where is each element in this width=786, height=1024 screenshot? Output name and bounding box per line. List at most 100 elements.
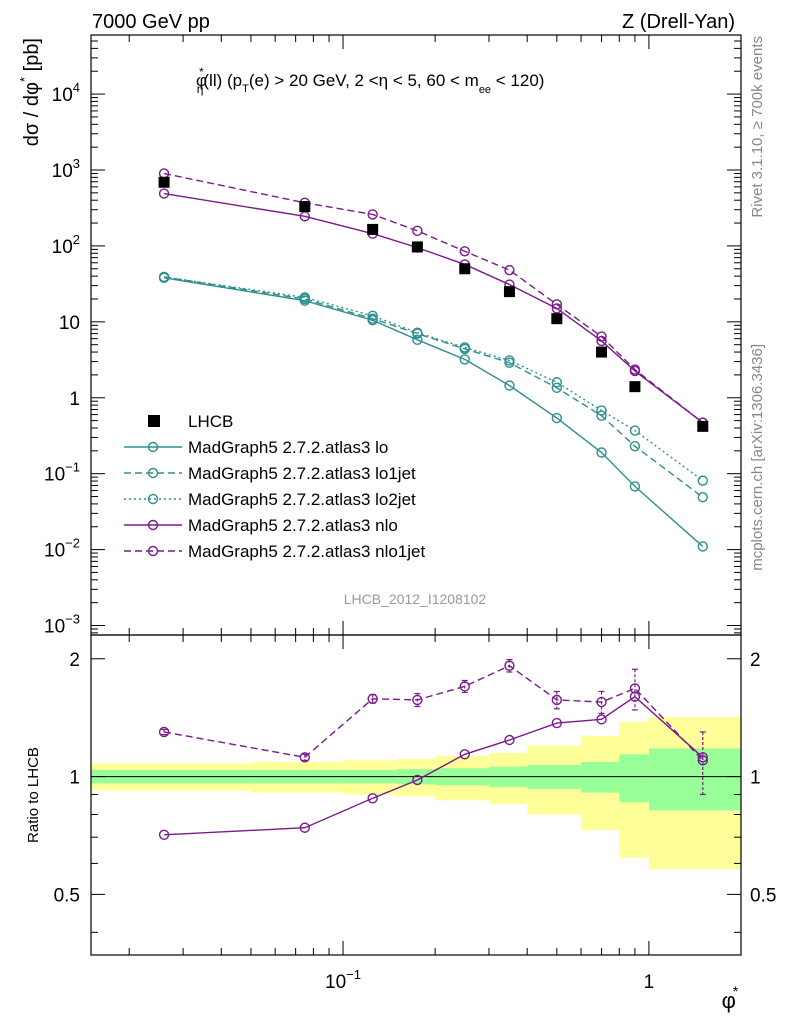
data-point	[596, 346, 608, 358]
data-point	[459, 263, 471, 275]
ratio-y-tick-label-left: 2	[69, 650, 80, 671]
header-left: 7000 GeV pp	[92, 11, 210, 33]
data-point	[629, 381, 641, 393]
ratio-point	[299, 822, 311, 833]
legend-label: MadGraph5 2.7.2.atlas3 lo2jet	[188, 490, 416, 509]
ratio-y-tick-label-left: 0.5	[54, 885, 80, 906]
ratio-point	[299, 752, 311, 763]
series-point	[299, 292, 311, 303]
ratio-point	[551, 717, 563, 729]
ratio-point	[412, 694, 423, 706]
series-line	[163, 276, 704, 498]
series-point	[697, 475, 708, 486]
legend-entry-data: LHCB	[148, 412, 233, 431]
legend-marker	[147, 467, 159, 479]
ratio-point	[158, 726, 170, 738]
legend-entry-3: MadGraph5 2.7.2.atlas3 nlo	[124, 516, 398, 535]
legend-label: MadGraph5 2.7.2.atlas3 lo1jet	[188, 464, 416, 483]
legend-entry-2: MadGraph5 2.7.2.atlas3 lo2jet	[124, 490, 416, 509]
analysis-annotation: LHCB_2012_I1208102	[344, 591, 487, 607]
data-point	[158, 176, 170, 188]
ratio-point	[158, 829, 170, 840]
series-point	[551, 299, 563, 310]
ratio-point	[412, 774, 423, 786]
series-point	[504, 264, 515, 276]
main-y-tick-label: 10−3	[44, 612, 80, 638]
main-y-tick-label: 103	[52, 156, 80, 182]
main-y-axis-label: dσ / dφ* [pb]	[17, 38, 43, 146]
header-right: Z (Drell-Yan)	[622, 11, 735, 33]
plot-frames	[90, 34, 742, 956]
series-point	[697, 491, 708, 503]
series-point	[459, 354, 470, 365]
series-layer	[158, 168, 709, 840]
ratio-uncertainty-bands	[91, 716, 741, 870]
legend-marker	[147, 441, 159, 453]
legend-label: LHCB	[188, 412, 233, 431]
main-y-tick-label: 102	[52, 232, 80, 258]
series-point	[629, 425, 641, 436]
legend-label: MadGraph5 2.7.2.atlas3 nlo	[188, 516, 398, 535]
ratio-point	[596, 696, 607, 708]
main-y-tick-label: 104	[52, 80, 80, 106]
ratio-point	[459, 681, 470, 692]
series-line	[163, 192, 704, 424]
ratio-point	[504, 734, 515, 746]
axis-ticks	[91, 34, 742, 955]
data-point	[697, 420, 709, 432]
ratio-point	[551, 694, 563, 706]
series-point	[596, 331, 607, 342]
legend-entry-1: MadGraph5 2.7.2.atlas3 lo1jet	[124, 464, 416, 483]
series-point	[412, 334, 423, 345]
data-point	[367, 223, 379, 235]
legend-marker	[147, 493, 159, 505]
ratio-point	[629, 683, 641, 694]
legend-label: MadGraph5 2.7.2.atlas3 lo	[188, 438, 388, 457]
legend: LHCB MadGraph5 2.7.2.atlas3 lo MadGraph5 2…	[124, 412, 425, 561]
series-point	[596, 405, 607, 416]
series-point	[504, 355, 515, 366]
series-point	[596, 447, 607, 458]
legend-data-marker	[148, 415, 160, 427]
series-point	[367, 313, 378, 324]
ratio-y-tick-label-left: 1	[69, 768, 80, 789]
series-point	[367, 310, 378, 322]
series-line	[163, 277, 704, 547]
series-line	[163, 276, 704, 482]
series-point	[551, 382, 563, 394]
ratio-band-inner	[619, 754, 649, 803]
series-point	[629, 481, 641, 492]
ratio-y-tick-label-right: 2	[750, 650, 761, 671]
legend-label: MadGraph5 2.7.2.atlas3 nlo1jet	[188, 542, 425, 561]
series-point	[629, 364, 641, 375]
data-point	[551, 313, 563, 325]
ratio-y-axis-label: Ratio to LHCB	[25, 747, 42, 843]
ratio-series-4	[158, 659, 708, 796]
ratio-point	[596, 714, 607, 725]
ratio-line	[164, 695, 704, 836]
series-4	[158, 168, 708, 428]
legend-entry-4: MadGraph5 2.7.2.atlas3 nlo1jet	[124, 542, 425, 561]
mcplots-label: mcplots.cern.ch [arXiv:1306.3436]	[749, 344, 766, 571]
ratio-plot-frame	[90, 634, 742, 956]
series-point	[158, 271, 170, 283]
series-point	[629, 441, 641, 452]
ratio-band-inner	[648, 748, 741, 811]
series-0	[158, 272, 708, 552]
data-points	[158, 176, 709, 432]
rivet-label: Rivet 3.1.10, ≥ 700k events	[749, 36, 766, 218]
data-point	[299, 201, 311, 213]
ratio-band-inner	[581, 761, 620, 793]
axis-labels: 10−1 1 10−3 10−2 10−1 1 10 102 103 104 0.5 0.5 1 1 2 2	[44, 80, 776, 993]
series-2	[158, 271, 708, 486]
series-point	[459, 342, 470, 353]
main-y-tick-label: 10−2	[44, 536, 80, 562]
legend-marker	[147, 519, 159, 531]
series-3	[158, 188, 708, 428]
ratio-y-tick-label-right: 1	[750, 768, 761, 789]
x-tick-label: 1	[644, 972, 655, 993]
series-point	[551, 412, 563, 424]
data-point	[503, 286, 515, 298]
series-point	[412, 327, 423, 338]
